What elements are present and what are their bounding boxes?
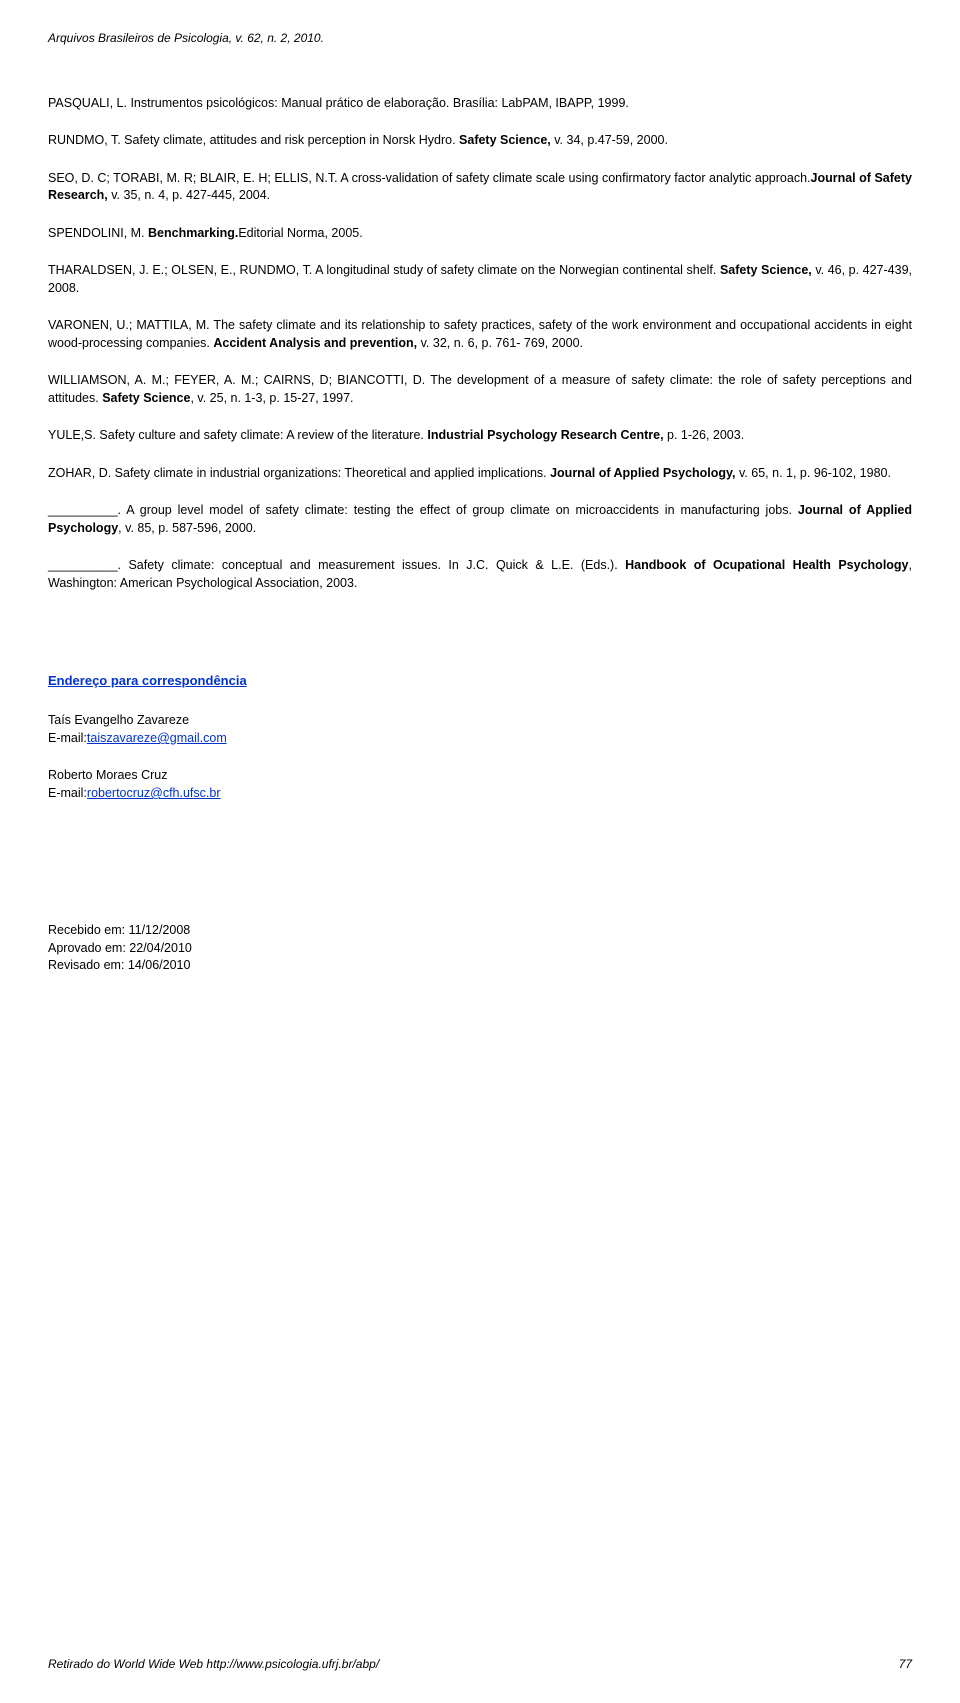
ref-text: PASQUALI, L. Instrumentos psicológicos: … [48,96,629,110]
reference-item: RUNDMO, T. Safety climate, attitudes and… [48,132,912,150]
reference-item: VARONEN, U.; MATTILA, M. The safety clim… [48,317,912,352]
ref-journal: Accident Analysis and prevention, [213,336,417,350]
ref-journal: Benchmarking. [148,226,238,240]
reference-item: ZOHAR, D. Safety climate in industrial o… [48,465,912,483]
ref-text: RUNDMO, T. Safety climate, attitudes and… [48,133,459,147]
reference-item: SPENDOLINI, M. Benchmarking.Editorial No… [48,225,912,243]
email-label: E-mail: [48,731,87,745]
ref-text: YULE,S. Safety culture and safety climat… [48,428,427,442]
author-name: Taís Evangelho Zavareze [48,712,912,730]
reference-item: YULE,S. Safety culture and safety climat… [48,427,912,445]
email-link[interactable]: robertocruz@cfh.ufsc.br [87,786,221,800]
ref-text: p. 1-26, 2003. [664,428,745,442]
reference-item: THARALDSEN, J. E.; OLSEN, E., RUNDMO, T.… [48,262,912,297]
date-approved: Aprovado em: 22/04/2010 [48,940,912,958]
ref-text: , v. 25, n. 1-3, p. 15-27, 1997. [190,391,353,405]
author-name: Roberto Moraes Cruz [48,767,912,785]
author-email-line: E-mail:robertocruz@cfh.ufsc.br [48,785,912,803]
ref-text: __________. Safety climate: conceptual a… [48,558,625,572]
page-footer: Retirado do World Wide Web http://www.ps… [48,1656,912,1673]
author-contact: Roberto Moraes Cruz E-mail:robertocruz@c… [48,767,912,802]
author-email-line: E-mail:taiszavareze@gmail.com [48,730,912,748]
footer-source: Retirado do World Wide Web http://www.ps… [48,1656,379,1673]
ref-text: THARALDSEN, J. E.; OLSEN, E., RUNDMO, T.… [48,263,720,277]
email-label: E-mail: [48,786,87,800]
reference-item: SEO, D. C; TORABI, M. R; BLAIR, E. H; EL… [48,170,912,205]
ref-text: v. 34, p.47-59, 2000. [551,133,668,147]
ref-text: SPENDOLINI, M. [48,226,148,240]
ref-journal: Safety Science, [720,263,812,277]
author-contact: Taís Evangelho Zavareze E-mail:taiszavar… [48,712,912,747]
dates-block: Recebido em: 11/12/2008 Aprovado em: 22/… [48,922,912,975]
ref-journal: Journal of Applied Psychology, [550,466,735,480]
ref-text: ZOHAR, D. Safety climate in industrial o… [48,466,550,480]
ref-text: v. 65, n. 1, p. 96-102, 1980. [736,466,891,480]
page-number: 77 [899,1656,912,1673]
ref-text: v. 32, n. 6, p. 761- 769, 2000. [417,336,583,350]
reference-item: WILLIAMSON, A. M.; FEYER, A. M.; CAIRNS,… [48,372,912,407]
ref-journal: Safety Science [102,391,190,405]
date-revised: Revisado em: 14/06/2010 [48,957,912,975]
date-received: Recebido em: 11/12/2008 [48,922,912,940]
ref-journal: Safety Science, [459,133,551,147]
ref-text: , v. 85, p. 587-596, 2000. [118,521,256,535]
ref-text: Editorial Norma, 2005. [238,226,362,240]
ref-text: SEO, D. C; TORABI, M. R; BLAIR, E. H; EL… [48,171,811,185]
reference-item: __________. A group level model of safet… [48,502,912,537]
email-link[interactable]: taiszavareze@gmail.com [87,731,227,745]
ref-journal: Industrial Psychology Research Centre, [427,428,663,442]
correspondence-heading: Endereço para correspondência [48,672,912,690]
ref-text: __________. A group level model of safet… [48,503,798,517]
reference-item: __________. Safety climate: conceptual a… [48,557,912,592]
ref-journal: Handbook of Ocupational Health Psycholog… [625,558,908,572]
ref-text: v. 35, n. 4, p. 427-445, 2004. [108,188,270,202]
reference-item: PASQUALI, L. Instrumentos psicológicos: … [48,95,912,113]
running-header: Arquivos Brasileiros de Psicologia, v. 6… [48,30,912,47]
